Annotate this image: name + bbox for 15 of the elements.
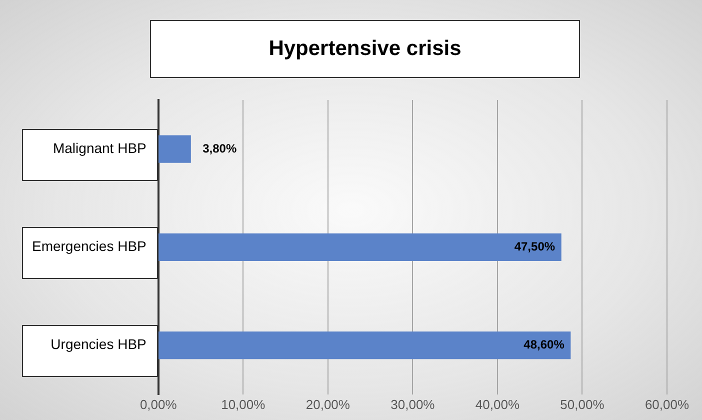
data-label: 3,80% <box>202 141 237 156</box>
y-tick-label: Emergencies HBP <box>32 238 146 254</box>
x-tick-label: 40,00% <box>475 396 520 412</box>
data-label: 47,50% <box>514 240 556 254</box>
x-tick-label: 30,00% <box>390 396 436 412</box>
x-tick-label: 60,00% <box>644 396 690 412</box>
bar <box>158 135 191 163</box>
x-tick-label: 10,00% <box>221 396 266 412</box>
x-tick-label: 20,00% <box>306 396 350 412</box>
x-tick-label: 50,00% <box>560 396 605 412</box>
chart-title: Hypertensive crisis <box>150 20 580 78</box>
data-label: 48,60% <box>524 338 565 352</box>
y-tick-label: Urgencies HBP <box>50 336 146 352</box>
x-tick-label: 0,00% <box>140 396 178 412</box>
y-tick-label: Malignant HBP <box>52 140 146 156</box>
